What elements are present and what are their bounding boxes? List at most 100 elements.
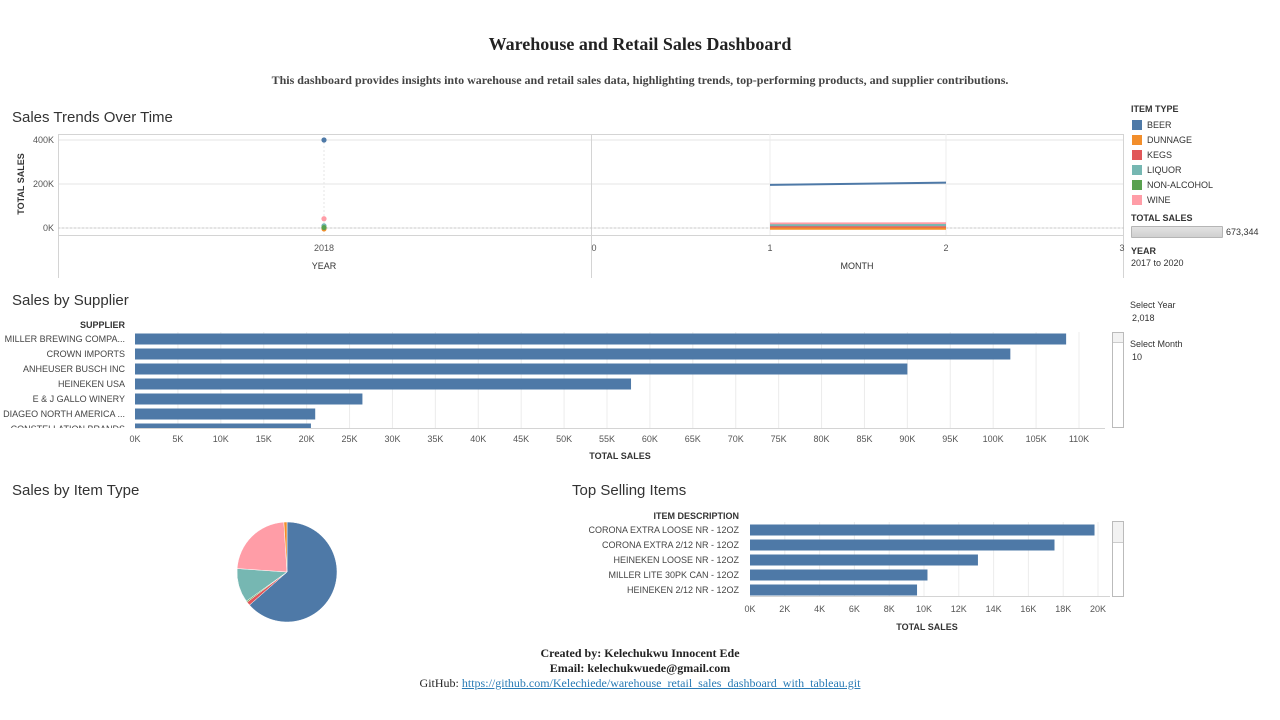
legend-item[interactable]: WINE — [1131, 192, 1276, 207]
top-items-chart-scrollbar[interactable] — [1112, 521, 1124, 597]
x-tick-label: 85K — [856, 434, 872, 444]
bar — [135, 333, 1067, 345]
legend-swatch — [1132, 119, 1142, 130]
legend-items: BEER DUNNAGE KEGS LIQUOR NON-ALCOHOL WINE — [1131, 117, 1276, 207]
select-year-label: Select Year — [1130, 300, 1176, 310]
supplier-scroll-thumb[interactable] — [1113, 333, 1123, 343]
item-type-pie-chart[interactable] — [230, 515, 344, 629]
legend-item-label: BEER — [1147, 119, 1172, 130]
x-tick-label: 15K — [256, 434, 272, 444]
select-month-label: Select Month — [1130, 339, 1183, 349]
trend-x-tick-label: 3 — [1119, 243, 1124, 253]
category-header: ITEM DESCRIPTION — [653, 511, 739, 521]
x-tick-label: 70K — [728, 434, 744, 444]
bar — [750, 554, 978, 566]
legend-swatch — [1132, 134, 1142, 145]
trend-x-tick-label: 2018 — [314, 243, 334, 253]
dashboard-title: Warehouse and Retail Sales Dashboard — [488, 34, 792, 54]
x-tick-label: 10K — [916, 604, 932, 614]
x-tick-label: 16K — [1020, 604, 1036, 614]
x-axis-title: TOTAL SALES — [896, 622, 958, 632]
legend-item[interactable]: NON-ALCOHOL — [1131, 177, 1276, 192]
x-tick-label: 110K — [1069, 434, 1089, 444]
legend-swatch — [1132, 179, 1142, 190]
bar-category-label: MILLER BREWING COMPA... — [5, 334, 125, 344]
bar-category-label: CORONA EXTRA LOOSE NR - 12OZ — [588, 525, 739, 535]
size-legend-value: 673,344 — [1226, 227, 1259, 237]
bar — [135, 378, 632, 390]
pie-slice-wine — [236, 521, 288, 573]
supplier-section-title: Sales by Supplier — [12, 292, 129, 309]
x-tick-label: 80K — [814, 434, 830, 444]
supplier-bar-chart[interactable]: SUPPLIER MILLER BREWING COMPA... CROWN IMP… — [0, 316, 1110, 466]
year-legend-range: 2017 to 2020 — [1131, 258, 1184, 268]
legend-item-label: KEGS — [1147, 149, 1173, 160]
dashboard-subtitle: This dashboard provides insights into wa… — [271, 73, 1009, 87]
bar — [135, 393, 363, 405]
legend-swatch — [1132, 164, 1142, 175]
trend-x-tick-label: 2 — [943, 243, 948, 253]
trend-y-tick-label: 200K — [33, 179, 54, 189]
legend-item-label: NON-ALCOHOL — [1147, 179, 1214, 190]
size-legend-title: TOTAL SALES — [1131, 213, 1193, 223]
x-tick-label: 6K — [849, 604, 860, 614]
footer-author: Created by: Kelechukwu Innocent Ede — [540, 646, 740, 660]
legend-swatch — [1132, 194, 1142, 205]
trend-x-tick-label: 0 — [591, 243, 596, 253]
trend-year-axis-title: YEAR — [312, 261, 337, 271]
trend-y-tick-label: 400K — [33, 135, 54, 145]
x-tick-label: 14K — [986, 604, 1002, 614]
bar-category-label: CROWN IMPORTS — [47, 349, 125, 359]
legend-title: ITEM TYPE — [1131, 104, 1179, 114]
footer-email: Email: kelechukwuede@gmail.com — [549, 661, 731, 675]
x-tick-label: 8K — [884, 604, 895, 614]
trend-point-beer — [321, 137, 327, 143]
bar — [135, 348, 1011, 360]
trend-y-tick-label: 0K — [43, 223, 54, 233]
trend-month-axis-title: MONTH — [841, 261, 874, 271]
bar — [750, 539, 1055, 551]
legend-item[interactable]: BEER — [1131, 117, 1276, 132]
legend-item[interactable]: KEGS — [1131, 147, 1276, 162]
x-tick-label: 2K — [779, 604, 790, 614]
x-tick-label: 30K — [384, 434, 400, 444]
footer-github-link[interactable]: https://github.com/Kelechiede/warehouse_… — [461, 676, 861, 690]
pie-slice-beer — [249, 521, 338, 623]
legend-item[interactable]: DUNNAGE — [1131, 132, 1276, 147]
x-tick-label: 0K — [744, 604, 755, 614]
top-items-scroll-thumb[interactable] — [1113, 522, 1123, 543]
x-tick-label: 0K — [129, 434, 140, 444]
bar-category-label: HEINEKEN LOOSE NR - 12OZ — [613, 555, 739, 565]
bar-category-label: DIAGEO NORTH AMERICA ... — [3, 409, 125, 419]
x-tick-label: 105K — [1026, 434, 1047, 444]
select-month-filter[interactable]: Select Month 10 — [1130, 339, 1183, 362]
x-tick-label: 90K — [899, 434, 915, 444]
x-tick-label: 100K — [983, 434, 1004, 444]
x-tick-label: 20K — [299, 434, 315, 444]
legend-item[interactable]: LIQUOR — [1131, 162, 1276, 177]
select-year-filter[interactable]: Select Year 2,018 — [1130, 300, 1176, 323]
x-axis-title: TOTAL SALES — [589, 451, 651, 461]
bar — [135, 363, 908, 375]
trend-line-beer — [769, 181, 947, 186]
trends-section-title: Sales Trends Over Time — [12, 109, 173, 126]
bar — [750, 524, 1095, 536]
select-year-value[interactable]: 2,018 — [1132, 313, 1155, 323]
select-month-value[interactable]: 10 — [1132, 352, 1143, 362]
x-tick-label: 75K — [771, 434, 787, 444]
top-items-bar-chart[interactable]: ITEM DESCRIPTION CORONA EXTRA LOOSE NR - … — [570, 506, 1110, 636]
x-tick-label: 55K — [599, 434, 615, 444]
trend-y-axis-title: TOTAL SALES — [16, 153, 26, 215]
trend-point-non-alcohol — [321, 224, 327, 231]
x-tick-label: 95K — [942, 434, 958, 444]
supplier-chart-scrollbar[interactable] — [1112, 332, 1124, 428]
x-tick-label: 35K — [427, 434, 443, 444]
bar — [135, 423, 311, 428]
year-legend-title: YEAR — [1131, 246, 1157, 256]
x-tick-label: 65K — [685, 434, 701, 444]
trend-point-wine — [321, 216, 327, 222]
bar-category-label: HEINEKEN USA — [58, 379, 125, 389]
bar-category-label: HEINEKEN 2/12 NR - 12OZ — [627, 585, 740, 595]
sales-trend-chart[interactable]: TOTAL SALES 0K 200K 400K 2018 YEAR 0 1 2 3 MONTH — [0, 128, 1125, 280]
bar — [750, 569, 928, 581]
